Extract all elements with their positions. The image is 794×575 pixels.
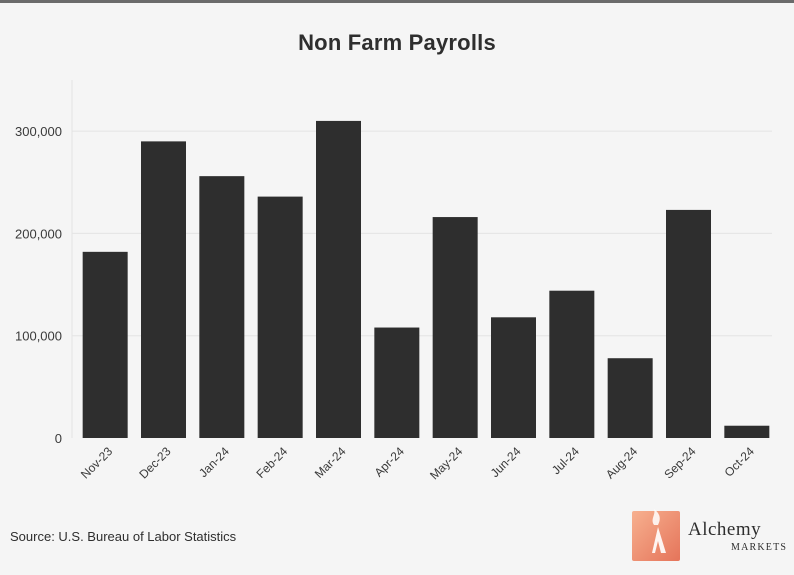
bar: [82, 251, 128, 438]
x-tick-label: Jul-24: [549, 444, 582, 477]
bar: [199, 176, 245, 439]
x-tick-label: Mar-24: [312, 444, 349, 481]
source-note: Source: U.S. Bureau of Labor Statistics: [10, 529, 237, 544]
y-tick-label: 300,000: [15, 124, 62, 139]
bar: [607, 358, 653, 438]
x-tick-label: Dec-23: [136, 444, 173, 481]
y-tick-label: 100,000: [15, 329, 62, 344]
logo-wordmark: Alchemy: [688, 519, 762, 540]
x-tick-label: May-24: [427, 444, 465, 482]
bar: [141, 141, 186, 438]
bar: [549, 290, 595, 438]
bar-chart: 0 100,000 200,000 300,000 Nov-23 Dec-23 Jan-2…: [15, 80, 772, 482]
bar: [666, 209, 711, 438]
bar: [724, 425, 770, 438]
x-tick-label: Jun-24: [488, 444, 524, 480]
x-tick-label: Apr-24: [372, 444, 408, 480]
x-tick-label: Oct-24: [722, 444, 758, 480]
top-rule: [0, 0, 794, 3]
x-tick-label: Aug-24: [603, 444, 640, 481]
x-axis-ticks: Nov-23 Dec-23 Jan-24 Feb-24 Mar-24 Apr-24 May-…: [78, 444, 757, 482]
bar: [257, 196, 303, 438]
bar: [374, 327, 420, 438]
chart-title: Non Farm Payrolls: [298, 30, 496, 55]
x-tick-label: Jan-24: [196, 444, 232, 480]
x-tick-label: Nov-23: [78, 444, 115, 481]
gridlines: [71, 80, 772, 438]
y-tick-label: 0: [55, 431, 62, 446]
logo-subtitle: MARKETS: [731, 542, 788, 553]
bar: [316, 120, 361, 439]
x-tick-label: Sep-24: [661, 444, 698, 481]
y-axis-ticks: 0 100,000 200,000 300,000: [15, 124, 62, 446]
bars: [82, 120, 770, 439]
bar: [491, 317, 536, 438]
bar: [432, 217, 478, 438]
alchemy-logo: Alchemy MARKETS: [630, 507, 790, 563]
x-tick-label: Feb-24: [253, 444, 290, 481]
y-tick-label: 200,000: [15, 226, 62, 241]
alchemy-logo-icon: [632, 509, 680, 561]
